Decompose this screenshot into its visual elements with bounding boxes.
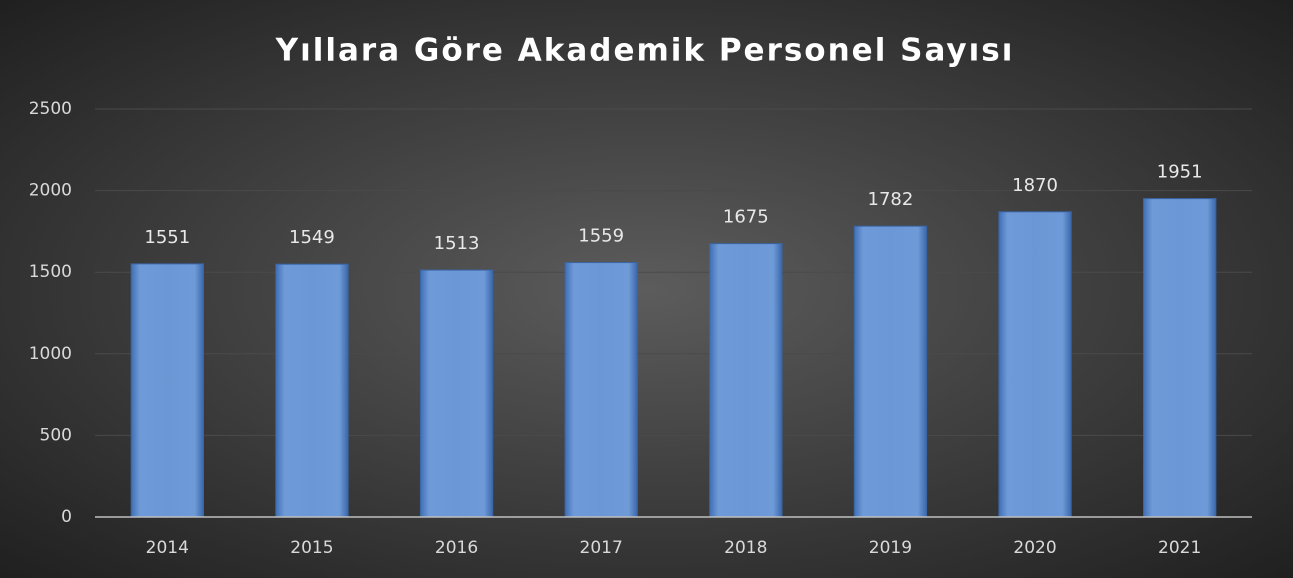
bar — [564, 262, 638, 518]
bar — [709, 243, 783, 518]
y-tick-label: 2500 — [29, 99, 72, 119]
x-tick-label: 2017 — [580, 538, 623, 558]
bar — [130, 263, 204, 518]
y-tick-label: 1500 — [29, 262, 72, 282]
data-label: 1551 — [144, 227, 190, 248]
data-label: 1675 — [723, 207, 769, 228]
x-tick-label: 2018 — [724, 538, 767, 558]
x-tick-label: 2014 — [146, 538, 189, 558]
x-tick-label: 2020 — [1013, 538, 1056, 558]
x-tick-label: 2015 — [290, 538, 333, 558]
bar — [419, 269, 494, 518]
data-label: 1951 — [1157, 162, 1203, 183]
data-label: 1513 — [434, 233, 480, 254]
bar — [275, 263, 349, 518]
data-label: 1782 — [868, 189, 914, 210]
y-tick-label: 2000 — [29, 181, 72, 201]
y-tick-label: 1000 — [29, 344, 72, 364]
chart-title: Yıllara Göre Akademik Personel Sayısı — [275, 33, 1015, 69]
y-tick-label: 0 — [61, 507, 72, 527]
data-label: 1549 — [289, 227, 335, 248]
bar — [1143, 198, 1217, 518]
data-label: 1870 — [1012, 175, 1058, 196]
bar — [998, 211, 1072, 518]
bar — [853, 225, 928, 518]
x-tick-label: 2016 — [435, 538, 478, 558]
x-tick-label: 2019 — [869, 538, 912, 558]
y-tick-label: 500 — [40, 425, 72, 445]
x-tick-label: 2021 — [1158, 538, 1201, 558]
data-label: 1559 — [578, 226, 624, 247]
